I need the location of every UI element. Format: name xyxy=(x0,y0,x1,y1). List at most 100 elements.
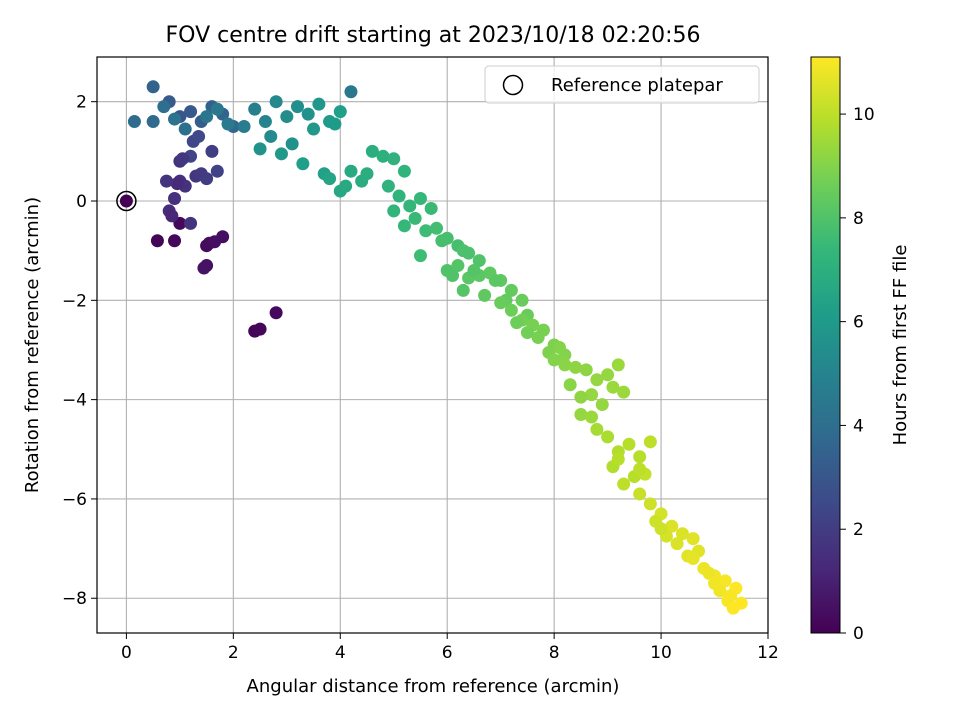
data-point xyxy=(643,497,657,511)
data-point xyxy=(574,390,588,404)
data-point xyxy=(590,422,604,436)
data-point xyxy=(312,97,326,111)
data-point xyxy=(595,398,609,412)
data-point xyxy=(563,378,577,392)
y-tick-label: −6 xyxy=(62,490,87,510)
data-point xyxy=(408,211,422,225)
data-point xyxy=(381,179,395,193)
data-point xyxy=(520,326,534,340)
y-axis-label: Rotation from reference (arcmin) xyxy=(22,197,43,493)
y-axis-ticks: 2 0 −2 −4 −6 −8 xyxy=(62,93,97,609)
data-point xyxy=(435,234,449,248)
data-point xyxy=(285,137,299,151)
y-tick-label: 0 xyxy=(76,192,87,212)
data-point xyxy=(165,209,179,223)
data-point xyxy=(611,358,625,372)
colorbar-tick-label: 4 xyxy=(853,416,864,436)
data-point xyxy=(654,522,668,536)
data-point xyxy=(216,230,230,244)
data-point xyxy=(515,293,529,307)
x-axis-label: Angular distance from reference (arcmin) xyxy=(247,676,620,697)
data-point xyxy=(403,199,417,213)
data-point xyxy=(708,576,722,590)
x-tick-label: 2 xyxy=(228,643,239,663)
data-point xyxy=(296,157,310,171)
legend: Reference platepar xyxy=(484,65,760,104)
data-point xyxy=(307,122,321,136)
data-point xyxy=(552,340,566,354)
data-point xyxy=(168,112,182,126)
data-point xyxy=(456,244,470,258)
y-tick-label: −8 xyxy=(62,589,87,609)
y-tick-label: 2 xyxy=(76,93,87,113)
data-point xyxy=(601,368,615,382)
data-point xyxy=(397,219,411,233)
data-point xyxy=(387,204,401,218)
data-point xyxy=(157,100,171,114)
plot-frame xyxy=(96,56,769,634)
y-tick-label: −4 xyxy=(62,391,87,411)
data-point xyxy=(419,224,433,238)
data-point xyxy=(210,102,224,116)
data-point xyxy=(269,95,283,109)
reference-marker-group xyxy=(116,190,137,212)
data-point xyxy=(248,102,262,116)
data-point xyxy=(184,105,198,119)
colorbar-tick-label: 2 xyxy=(853,520,864,540)
data-point xyxy=(178,122,192,136)
data-point xyxy=(210,164,224,178)
data-point xyxy=(205,144,219,158)
data-point xyxy=(574,408,588,422)
data-point xyxy=(531,331,545,345)
x-tick-label: 10 xyxy=(650,643,672,663)
data-point xyxy=(387,152,401,166)
data-point xyxy=(176,152,190,166)
colorbar-tick-label: 6 xyxy=(853,313,864,333)
data-point xyxy=(184,216,198,230)
data-point xyxy=(451,259,465,273)
data-point xyxy=(170,177,184,191)
data-point xyxy=(590,373,604,387)
data-point xyxy=(328,117,342,131)
x-tick-label: 0 xyxy=(121,643,132,663)
data-point xyxy=(264,129,278,143)
data-point xyxy=(127,115,141,129)
data-point xyxy=(200,172,214,186)
data-point xyxy=(323,172,337,186)
data-point xyxy=(200,110,214,124)
colorbar-label: Hours from first FF file xyxy=(890,245,911,446)
data-point xyxy=(670,537,684,551)
data-point xyxy=(146,80,160,94)
data-point xyxy=(665,519,679,533)
data-point xyxy=(339,179,353,193)
data-point xyxy=(504,283,518,297)
data-point xyxy=(585,388,599,402)
legend-box xyxy=(484,65,760,104)
data-point xyxy=(569,360,583,374)
data-point xyxy=(504,303,518,317)
data-point xyxy=(718,574,732,588)
x-tick-label: 4 xyxy=(335,643,346,663)
data-point xyxy=(510,316,524,330)
colorbar-ticks: 0 2 4 6 8 10 xyxy=(840,105,875,644)
data-point xyxy=(606,380,620,394)
legend-entry-label: Reference platepar xyxy=(551,75,723,96)
data-point xyxy=(633,487,647,501)
data-point xyxy=(253,322,267,336)
data-point xyxy=(488,273,502,287)
data-point xyxy=(617,477,631,491)
colorbar-tick-label: 0 xyxy=(853,624,864,644)
data-point xyxy=(617,385,631,399)
data-point xyxy=(494,296,508,310)
data-point xyxy=(333,105,347,119)
colorbar: 0 2 4 6 8 10 Hours from first FF file xyxy=(810,56,911,644)
data-point xyxy=(197,261,211,275)
colorbar-tick-label: 10 xyxy=(853,105,875,125)
data-point xyxy=(146,115,160,129)
data-point xyxy=(413,192,427,206)
reference-platepar-marker xyxy=(116,190,137,212)
data-point xyxy=(269,306,283,320)
data-point xyxy=(274,147,288,161)
